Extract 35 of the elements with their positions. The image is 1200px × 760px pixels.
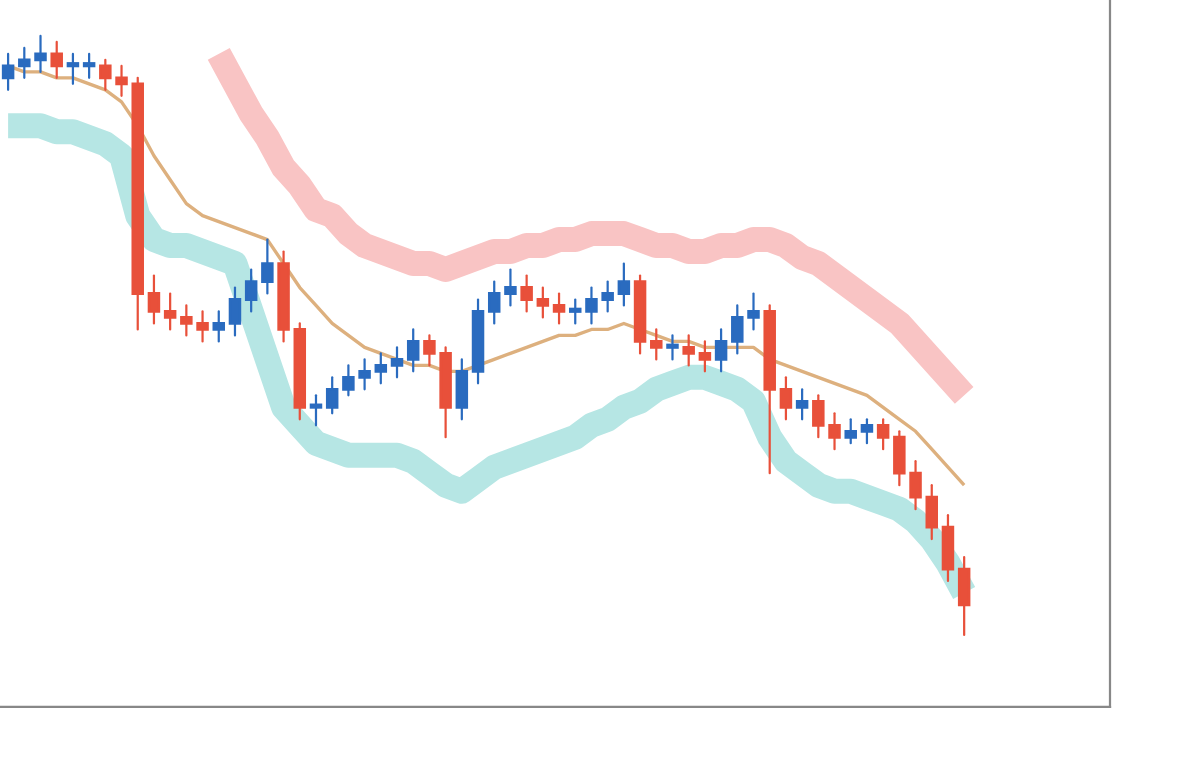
candlestick: [374, 352, 388, 385]
candlestick: [650, 328, 663, 361]
candlestick: [66, 52, 80, 85]
candlestick: [504, 268, 517, 307]
candlestick: [487, 280, 501, 325]
candlestick: [617, 262, 631, 307]
candlestick: [163, 292, 177, 331]
candlestick: [714, 328, 728, 373]
candlestick: [212, 310, 226, 343]
candlestick: [698, 340, 712, 373]
candlestick: [244, 268, 258, 313]
candlestick: [666, 334, 679, 361]
candlestick: [779, 376, 793, 421]
candlestick: [82, 52, 96, 79]
candlestick: [1, 52, 15, 91]
candlestick: [844, 418, 857, 445]
candlestick: [552, 292, 566, 325]
candlestick: [147, 274, 161, 325]
candlestick: [682, 334, 695, 367]
candlestick: [520, 274, 533, 313]
candlestick: [941, 514, 955, 583]
candlestick: [876, 418, 890, 451]
candlestick: [325, 376, 339, 415]
candlestick: [390, 346, 404, 379]
candlestick: [261, 238, 274, 295]
candlestick: [795, 388, 809, 421]
candlestick: [406, 328, 420, 373]
candlestick: [309, 394, 323, 427]
candlestick: [455, 358, 469, 421]
candlestick: [228, 286, 242, 337]
candlestick: [860, 418, 874, 445]
candlestick: [957, 555, 971, 637]
candlestick: [925, 484, 938, 541]
candlestick: [536, 286, 550, 319]
candlestick: [50, 40, 63, 79]
